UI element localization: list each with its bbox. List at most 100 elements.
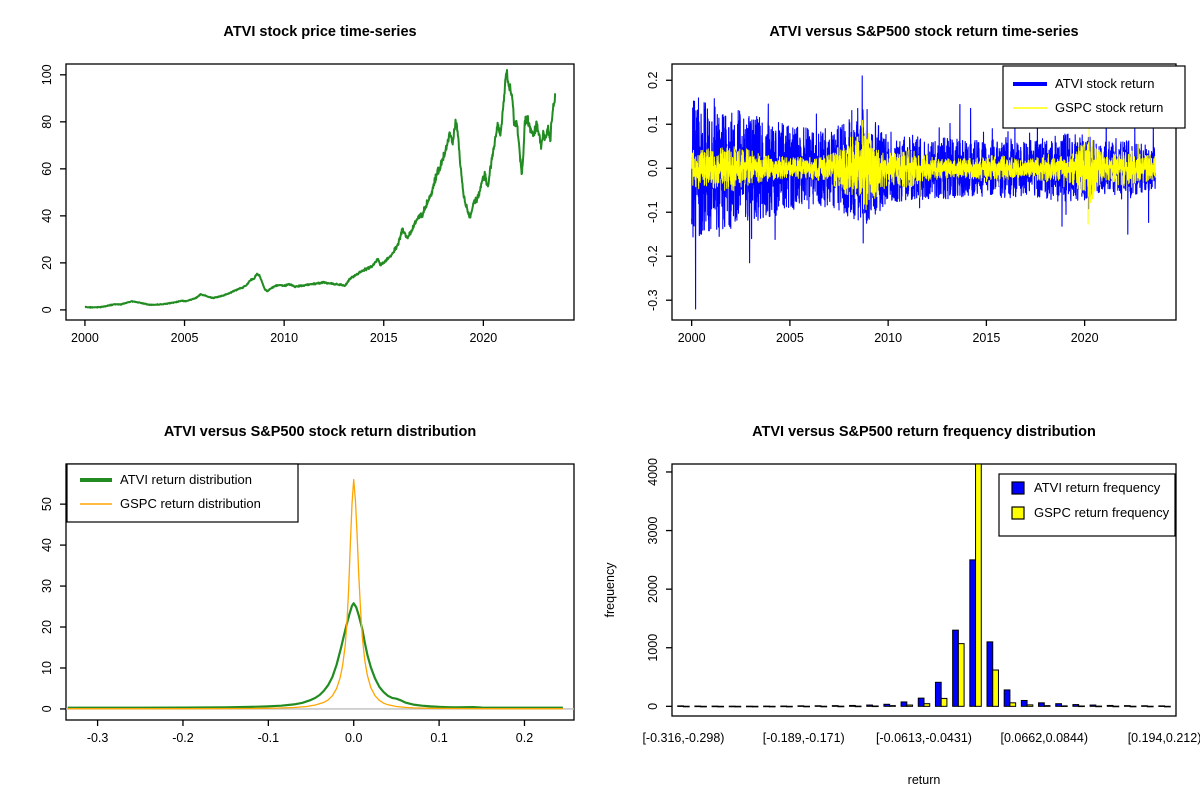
bar-gspc-return-frequency bbox=[803, 705, 810, 708]
bar-gspc-return-frequency bbox=[889, 705, 896, 707]
x-tick-label: 2005 bbox=[171, 331, 199, 345]
bar-atvi-return-frequency bbox=[883, 703, 891, 707]
bar-gspc-return-frequency bbox=[1060, 705, 1068, 707]
x-bin-label: [-0.0613,-0.0431) bbox=[876, 731, 972, 745]
bar-gspc-return-frequency bbox=[1043, 705, 1051, 707]
bars-group bbox=[677, 463, 1171, 708]
x-tick-label: 2000 bbox=[678, 331, 706, 345]
bar-atvi-return-frequency bbox=[900, 701, 908, 707]
bar-atvi-return-frequency bbox=[1038, 702, 1045, 707]
bar-atvi-return-frequency bbox=[763, 705, 770, 708]
bar-atvi-return-frequency bbox=[917, 697, 925, 707]
chart-title: ATVI stock price time-series bbox=[223, 24, 416, 40]
bar-atvi-return-frequency bbox=[1055, 703, 1062, 707]
legend-label: GSPC return distribution bbox=[120, 496, 261, 511]
chart-title: ATVI versus S&P500 stock return time-ser… bbox=[769, 24, 1078, 40]
x-tick-label: 0.2 bbox=[516, 731, 533, 745]
x-axis-title: return bbox=[908, 773, 941, 787]
x-bin-label: [0.194,0.212) bbox=[1128, 731, 1200, 745]
series-group bbox=[84, 69, 557, 309]
bar-gspc-return-frequency bbox=[1164, 705, 1171, 708]
series-group bbox=[66, 478, 574, 710]
bar-atvi-return-frequency bbox=[831, 705, 839, 707]
plot-box bbox=[65, 63, 575, 321]
x-bin-label: [0.0662,0.0844) bbox=[1000, 731, 1088, 745]
x-tick-label: 2010 bbox=[270, 331, 298, 345]
chart-title: ATVI versus S&P500 return frequency dist… bbox=[752, 424, 1096, 440]
y-tick-label: 40 bbox=[40, 209, 54, 223]
y-tick-label: 2000 bbox=[646, 575, 660, 603]
bar-atvi-return-frequency bbox=[969, 559, 977, 707]
bar-gspc-return-frequency bbox=[1112, 705, 1120, 708]
bar-gspc-return-frequency bbox=[1078, 705, 1085, 708]
bar-gspc-return-frequency bbox=[682, 705, 690, 708]
y-tick-label: 100 bbox=[40, 64, 54, 85]
bar-atvi-return-frequency bbox=[677, 705, 684, 707]
x-tick-label: -0.1 bbox=[258, 731, 280, 745]
y-tick-label: -0.1 bbox=[646, 201, 660, 223]
bar-gspc-return-frequency bbox=[768, 705, 776, 708]
legend-color-swatch bbox=[1011, 481, 1025, 495]
bar-atvi-return-frequency bbox=[934, 681, 942, 707]
bar-gspc-return-frequency bbox=[975, 463, 982, 707]
y-tick-label: 30 bbox=[40, 579, 54, 593]
series-atvi-stock-price bbox=[84, 69, 557, 309]
bar-atvi-return-frequency bbox=[797, 705, 805, 707]
y-axis-title: frequency bbox=[603, 562, 617, 618]
bar-atvi-return-frequency bbox=[1158, 705, 1166, 707]
bar-atvi-return-frequency bbox=[728, 705, 736, 708]
y-tick-label: 0.2 bbox=[646, 72, 660, 89]
bar-atvi-return-frequency bbox=[1106, 704, 1114, 707]
x-tick-label: 2010 bbox=[874, 331, 902, 345]
bar-gspc-return-frequency bbox=[906, 704, 914, 707]
bar-atvi-return-frequency bbox=[1089, 704, 1097, 707]
panel-return-frequency-chart: ATVI versus S&P500 return frequency dist… bbox=[603, 424, 1200, 787]
y-tick-label: -0.2 bbox=[646, 245, 660, 267]
bar-atvi-return-frequency bbox=[986, 641, 994, 707]
legend-label: GSPC stock return bbox=[1055, 100, 1163, 115]
bar-gspc-return-frequency bbox=[751, 705, 759, 708]
chart-title: ATVI versus S&P500 stock return distribu… bbox=[164, 424, 476, 440]
x-tick-label: 2020 bbox=[1071, 331, 1099, 345]
x-bin-label: [-0.189,-0.171) bbox=[763, 731, 845, 745]
x-tick-label: 2020 bbox=[469, 331, 497, 345]
bar-atvi-return-frequency bbox=[1141, 705, 1148, 707]
legend-color-swatch bbox=[1011, 506, 1025, 520]
bar-atvi-return-frequency bbox=[866, 704, 873, 707]
x-tick-label: 2015 bbox=[370, 331, 398, 345]
legend-label: GSPC return frequency bbox=[1034, 505, 1170, 520]
bar-gspc-return-frequency bbox=[923, 703, 931, 707]
x-tick-label: 2005 bbox=[776, 331, 804, 345]
y-tick-label: 0 bbox=[40, 705, 54, 712]
x-tick-label: 0.0 bbox=[345, 731, 362, 745]
bar-atvi-return-frequency bbox=[694, 705, 702, 708]
series-group bbox=[691, 75, 1156, 310]
bar-gspc-return-frequency bbox=[854, 705, 862, 708]
bar-gspc-return-frequency bbox=[992, 669, 999, 707]
bar-atvi-return-frequency bbox=[952, 629, 959, 707]
bar-atvi-return-frequency bbox=[1020, 699, 1028, 707]
bar-gspc-return-frequency bbox=[1009, 702, 1017, 707]
bar-atvi-return-frequency bbox=[745, 705, 753, 708]
bar-gspc-return-frequency bbox=[837, 705, 845, 708]
y-tick-label: 1000 bbox=[646, 634, 660, 662]
y-tick-label: 0 bbox=[646, 703, 660, 710]
bar-gspc-return-frequency bbox=[717, 705, 725, 708]
y-tick-label: 50 bbox=[40, 497, 54, 511]
bar-gspc-return-frequency bbox=[786, 705, 793, 708]
x-tick-label: -0.2 bbox=[172, 731, 194, 745]
bar-gspc-return-frequency bbox=[700, 705, 707, 708]
series-atvi-return-distribution bbox=[67, 602, 563, 709]
y-tick-label: 60 bbox=[40, 162, 54, 176]
bar-gspc-return-frequency bbox=[957, 643, 965, 707]
y-tick-label: 0 bbox=[40, 306, 54, 313]
y-tick-label: 20 bbox=[40, 620, 54, 634]
bar-atvi-return-frequency bbox=[849, 704, 856, 707]
y-tick-label: -0.3 bbox=[646, 289, 660, 311]
bar-gspc-return-frequency bbox=[1129, 705, 1137, 708]
series-gspc-return-distribution bbox=[67, 478, 563, 710]
y-tick-label: 0.0 bbox=[646, 160, 660, 177]
legend-box bbox=[1002, 65, 1186, 129]
